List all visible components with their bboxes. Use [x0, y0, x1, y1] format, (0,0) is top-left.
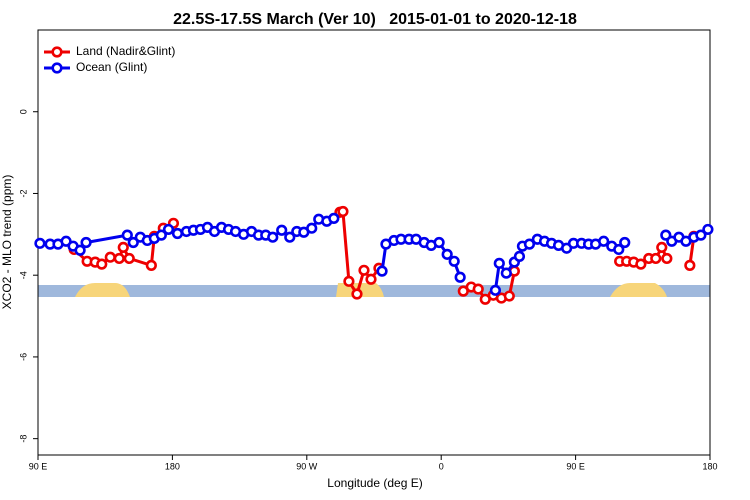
data-point: [358, 264, 370, 276]
data-point: [500, 267, 512, 279]
y-tick-label: -6: [18, 353, 28, 361]
data-point: [96, 258, 108, 270]
data-point: [162, 223, 175, 236]
data-point: [454, 271, 466, 283]
x-tick-label: 90 E: [566, 461, 585, 471]
data-point: [276, 224, 288, 236]
land-patch: [610, 283, 667, 297]
data-point: [493, 257, 505, 269]
data-point: [503, 290, 515, 302]
data-point: [448, 255, 460, 267]
x-tick-label: 90 W: [296, 461, 318, 471]
land-patch: [75, 283, 130, 297]
y-tick-label: -2: [18, 189, 28, 197]
data-point: [513, 250, 526, 262]
data-point: [702, 223, 714, 236]
data-point: [127, 236, 139, 249]
data-point: [684, 259, 696, 271]
legend-label: Ocean (Glint): [76, 60, 147, 74]
data-point: [121, 229, 133, 241]
y-axis-label: XCO2 - MLO trend (ppm): [0, 175, 14, 310]
data-point: [441, 248, 453, 260]
data-point: [267, 231, 279, 243]
x-tick-label: 180: [165, 461, 180, 471]
data-point: [489, 284, 502, 296]
data-point: [619, 236, 631, 249]
data-point: [613, 243, 625, 256]
data-point: [365, 273, 377, 285]
data-point: [117, 241, 129, 254]
data-point: [34, 237, 46, 249]
x-tick-label: 90 E: [29, 461, 48, 471]
data-point: [337, 205, 349, 218]
data-point: [104, 251, 116, 263]
data-point: [376, 265, 388, 277]
x-tick-label: 0: [439, 461, 444, 471]
data-point: [328, 212, 340, 224]
chart-title: 22.5S-17.5S March (Ver 10) 2015-01-01 to…: [173, 11, 577, 28]
y-tick-label: -8: [18, 435, 28, 443]
data-point: [661, 252, 673, 265]
land-mask-strip: [38, 283, 710, 297]
x-tick-label: 180: [702, 461, 717, 471]
y-tick-label: -4: [18, 271, 28, 279]
data-point: [306, 222, 318, 234]
data-point: [523, 238, 536, 250]
data-point: [351, 288, 363, 300]
data-point: [650, 252, 662, 265]
data-point: [598, 235, 610, 247]
data-point: [695, 229, 707, 241]
data-point: [472, 283, 484, 295]
data-point: [123, 252, 135, 265]
legend-marker: [51, 62, 63, 74]
data-point: [155, 229, 167, 241]
legend-marker: [51, 46, 63, 58]
data-point: [74, 244, 86, 256]
y-tick-label: 0: [18, 109, 28, 114]
data-point: [343, 275, 355, 287]
x-axis-label: Longitude (deg E): [327, 476, 422, 490]
data-point: [656, 241, 668, 254]
data-point: [80, 236, 92, 249]
data-point: [433, 236, 445, 249]
data-point: [113, 252, 125, 265]
data-point: [284, 231, 296, 243]
data-point: [145, 259, 157, 271]
data-point: [171, 227, 184, 240]
data-point: [635, 258, 647, 270]
legend-label: Land (Nadir&Glint): [76, 44, 175, 58]
